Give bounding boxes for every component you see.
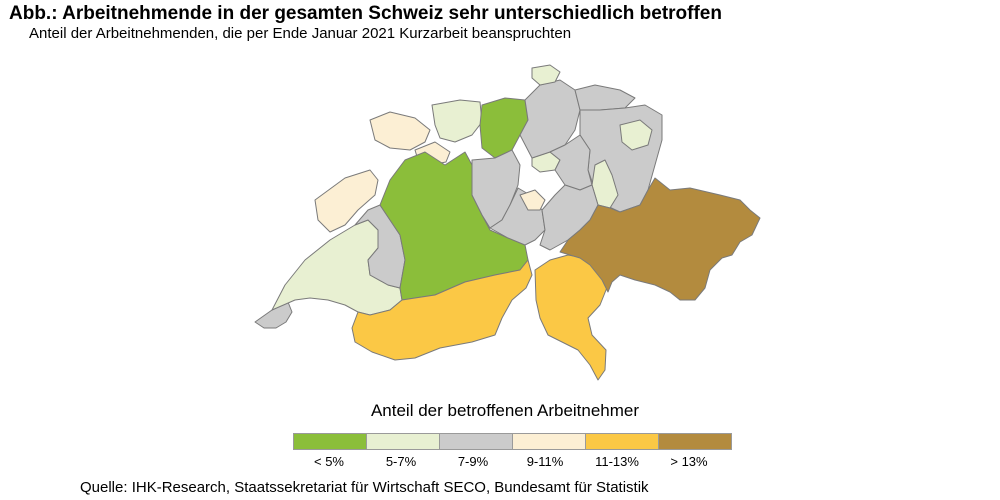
legend-label: < 5% [314, 454, 344, 469]
legend-label: 7-9% [457, 454, 489, 469]
region-aargau [479, 97, 529, 159]
legend-label: 5-7% [385, 454, 417, 469]
region-graubuenden [559, 177, 761, 301]
map-svg [254, 64, 761, 381]
legend-swatch-5-7 [367, 434, 440, 449]
region-zurich [519, 79, 581, 159]
switzerland-map [250, 60, 790, 390]
legend-swatch-11-13 [586, 434, 659, 449]
legend-swatch-7-9 [440, 434, 513, 449]
region-neuchatel [314, 169, 379, 233]
region-thurgau [574, 84, 636, 111]
legend-label: 9-11% [526, 454, 564, 469]
legend-swatch-gt13 [659, 434, 731, 449]
chart-subtitle: Anteil der Arbeitnehmenden, die per Ende… [29, 25, 572, 42]
region-valais [351, 259, 533, 361]
region-geneva [254, 301, 293, 329]
legend-labels: < 5% 5-7% 7-9% 9-11% 11-13% > 13% [293, 454, 725, 469]
region-appenzell [619, 119, 653, 151]
source-note: Quelle: IHK-Research, Staatssekretariat … [80, 479, 649, 496]
legend-swatches [293, 433, 732, 450]
region-basel [431, 99, 483, 143]
chart-title: Abb.: Arbeitnehmende in der gesamten Sch… [9, 3, 722, 24]
region-schaffhausen [531, 64, 561, 86]
region-nidwalden [519, 189, 546, 211]
legend-label: > 13% [670, 454, 708, 469]
region-jura [369, 111, 431, 151]
region-bern [379, 151, 529, 301]
legend-swatch-lt5 [294, 434, 367, 449]
legend-label: 11-13% [595, 454, 639, 469]
legend-title: Anteil der betroffenen Arbeitnehmer [370, 401, 640, 420]
legend-swatch-9-11 [513, 434, 586, 449]
